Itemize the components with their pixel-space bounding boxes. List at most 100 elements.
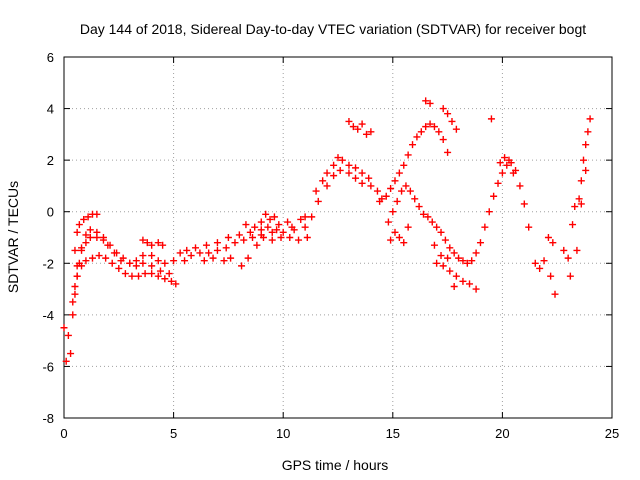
data-point	[547, 272, 555, 280]
data-point	[213, 239, 221, 247]
data-point	[273, 226, 281, 234]
data-point	[481, 223, 489, 231]
data-point	[288, 223, 296, 231]
data-point	[301, 223, 309, 231]
series-drop-15-19	[384, 159, 533, 267]
data-point	[362, 130, 370, 138]
data-point	[566, 272, 574, 280]
data-point	[246, 228, 254, 236]
data-point	[102, 254, 110, 262]
data-point	[520, 200, 528, 208]
data-point	[82, 239, 90, 247]
data-point	[78, 244, 86, 252]
data-point	[358, 179, 366, 187]
data-point	[139, 259, 147, 267]
data-point	[181, 257, 189, 265]
data-point	[365, 174, 373, 182]
data-point	[115, 264, 123, 272]
data-point	[330, 172, 338, 180]
data-point	[69, 298, 77, 306]
data-point	[450, 282, 458, 290]
data-point	[525, 223, 533, 231]
data-point	[238, 262, 246, 270]
data-point	[463, 259, 471, 267]
data-point	[391, 177, 399, 185]
data-point	[222, 244, 230, 252]
x-axis-title: GPS time / hours	[282, 457, 389, 473]
data-point	[262, 210, 270, 218]
data-point	[409, 141, 417, 149]
data-point	[264, 223, 272, 231]
data-point	[536, 264, 544, 272]
data-point	[349, 123, 357, 131]
data-point	[268, 228, 276, 236]
data-point	[143, 239, 151, 247]
data-point	[564, 254, 572, 262]
data-point	[439, 262, 447, 270]
data-point	[108, 259, 116, 267]
data-point	[220, 257, 228, 265]
data-point	[496, 159, 504, 167]
series-main-arc	[60, 166, 381, 365]
data-point	[430, 241, 438, 249]
data-point	[172, 280, 180, 288]
y-tick-label: -2	[42, 256, 54, 271]
data-point	[170, 257, 178, 265]
data-point	[494, 179, 502, 187]
data-point	[295, 236, 303, 244]
x-tick-label: 0	[60, 426, 67, 441]
data-point	[428, 218, 436, 226]
data-point	[308, 213, 316, 221]
data-point	[301, 213, 309, 221]
data-point	[251, 223, 259, 231]
data-point	[490, 192, 498, 200]
data-point	[240, 236, 248, 244]
data-point	[312, 187, 320, 195]
data-point	[367, 128, 375, 136]
data-point	[154, 239, 162, 247]
data-point	[367, 182, 375, 190]
axis-ticks: 0 5 10 15 20 25 -8 -6 -4 -2 0 2 4 6	[42, 50, 619, 441]
data-point	[433, 223, 441, 231]
data-point	[352, 174, 360, 182]
series-scatter-mid	[139, 210, 311, 270]
data-point	[71, 290, 79, 298]
series-tail-17-19	[387, 223, 480, 293]
data-point	[573, 246, 581, 254]
data-point	[165, 270, 173, 278]
data-point	[259, 234, 267, 241]
data-point	[575, 195, 583, 203]
data-point	[284, 218, 292, 226]
data-point	[398, 187, 406, 195]
data-point	[382, 192, 390, 200]
chart-title: Day 144 of 2018, Sidereal Day-to-day VTE…	[80, 21, 586, 37]
data-point	[551, 290, 559, 298]
x-tick-label: 10	[276, 426, 290, 441]
data-point	[323, 182, 331, 190]
data-point	[422, 123, 430, 131]
data-point	[415, 203, 423, 211]
data-point	[466, 280, 474, 288]
data-point	[426, 120, 434, 128]
data-point	[67, 350, 75, 358]
data-point	[560, 246, 568, 254]
data-point	[62, 357, 70, 365]
y-tick-label: 6	[47, 50, 54, 65]
data-point	[472, 249, 480, 257]
data-point	[93, 210, 101, 218]
data-point	[202, 241, 210, 249]
data-point	[345, 161, 353, 169]
data-point	[426, 99, 434, 107]
data-point	[503, 161, 511, 169]
data-point	[224, 234, 232, 241]
data-point	[275, 221, 283, 229]
data-point	[498, 169, 506, 177]
data-point	[345, 117, 353, 125]
data-point	[183, 246, 191, 254]
data-point	[93, 228, 101, 236]
data-point	[406, 187, 414, 195]
series-late-ramp	[496, 115, 594, 298]
data-point	[450, 249, 458, 257]
y-tick-label: -8	[42, 411, 54, 426]
data-point	[387, 185, 395, 193]
